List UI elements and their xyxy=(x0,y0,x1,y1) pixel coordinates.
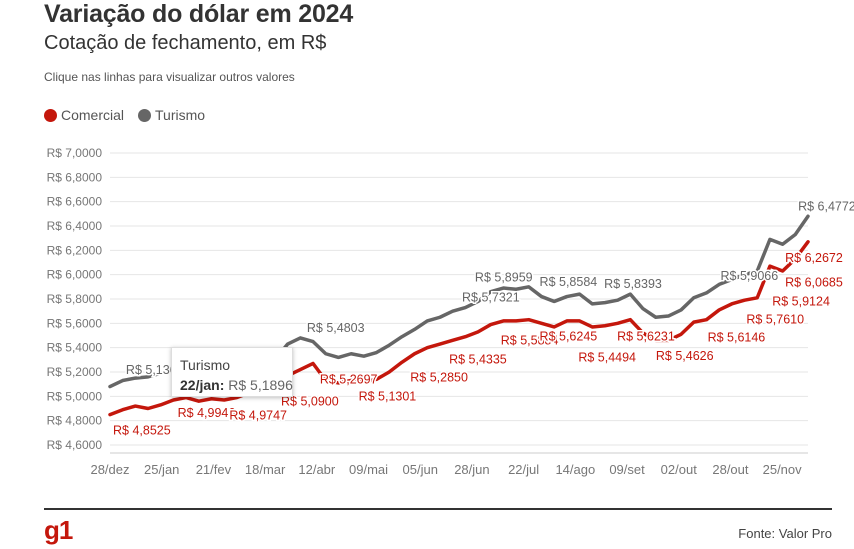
data-label: R$ 5,4803 xyxy=(307,321,365,335)
footer-divider xyxy=(44,508,832,510)
y-tick-label: R$ 6,2000 xyxy=(47,243,103,257)
data-label: R$ 5,9124 xyxy=(772,294,830,308)
y-tick-label: R$ 5,8000 xyxy=(47,292,103,306)
y-tick-label: R$ 4,6000 xyxy=(47,438,103,452)
x-tick-label: 21/fev xyxy=(196,462,232,477)
tooltip-line: 22/jan: R$ 5,1896 xyxy=(180,377,293,393)
data-label: R$ 5,5884 xyxy=(501,334,559,348)
data-label: R$ 4,9747 xyxy=(229,408,287,422)
x-tick-label: 28/dez xyxy=(90,462,129,477)
y-tick-label: R$ 6,8000 xyxy=(47,170,103,184)
data-label: R$ 5,6245 xyxy=(540,329,598,343)
x-tick-label: 09/mai xyxy=(349,462,388,477)
data-label: R$ 5,8393 xyxy=(604,277,662,291)
x-tick-label: 14/ago xyxy=(555,462,595,477)
line-chart: R$ 4,6000 R$ 4,8000 R$ 5,0000 R$ 5,2000 R$ 5… xyxy=(47,146,854,477)
comercial-dot-icon xyxy=(44,108,57,122)
y-tick-label: R$ 6,6000 xyxy=(47,195,103,209)
y-tick-label: R$ 6,0000 xyxy=(47,268,103,282)
y-tick-label: R$ 5,6000 xyxy=(47,316,103,330)
data-label: R$ 6,0685 xyxy=(785,275,843,289)
data-label: R$ 5,7610 xyxy=(746,313,804,327)
g1-logo[interactable]: g1 xyxy=(44,515,73,545)
chart-subtitle: Cotação de fechamento, em R$ xyxy=(44,32,327,54)
source-note: Fonte: Valor Pro xyxy=(738,526,832,541)
data-label: R$ 5,2850 xyxy=(410,371,468,385)
tooltip-date: 22/jan: xyxy=(180,377,225,393)
data-label: R$ 5,6231 xyxy=(617,330,675,344)
data-label: R$ 5,0900 xyxy=(281,394,339,408)
tooltip: Turismo 22/jan: R$ 5,1896 xyxy=(171,347,293,397)
legend-label-turismo: Turismo xyxy=(155,107,206,123)
x-tick-label: 28/out xyxy=(712,462,749,477)
tooltip-title: Turismo xyxy=(180,357,231,373)
data-label: R$ 5,8959 xyxy=(475,270,533,284)
turismo-dot-icon xyxy=(138,108,152,122)
legend: Comercial Turismo xyxy=(44,107,205,123)
y-tick-label: R$ 5,2000 xyxy=(47,365,103,379)
x-tick-label: 25/jan xyxy=(144,462,179,477)
data-label: R$ 5,2697 xyxy=(320,373,378,387)
x-tick-label: 09/set xyxy=(609,462,645,477)
x-tick-label: 05/jun xyxy=(403,462,438,477)
y-tick-label: R$ 5,4000 xyxy=(47,341,103,355)
x-tick-label: 18/mar xyxy=(245,462,286,477)
data-label: R$ 5,9066 xyxy=(721,269,779,283)
data-label: R$ 4,8525 xyxy=(113,423,171,437)
x-tick-label: 28/jun xyxy=(454,462,489,477)
y-tick-label: R$ 5,0000 xyxy=(47,389,103,403)
y-tick-label: R$ 6,4000 xyxy=(47,219,103,233)
y-tick-label: R$ 7,0000 xyxy=(47,146,103,160)
data-label: R$ 5,4494 xyxy=(578,351,636,365)
legend-item-turismo[interactable]: Turismo xyxy=(138,107,205,123)
data-label: R$ 5,4626 xyxy=(656,349,714,363)
series-line-comercial xyxy=(108,240,810,417)
data-label: R$ 4,9946 xyxy=(178,406,236,420)
data-label: R$ 6,4772 xyxy=(798,200,854,214)
tooltip-value: R$ 5,1896 xyxy=(228,377,293,393)
legend-item-comercial[interactable]: Comercial xyxy=(44,107,124,123)
chart-title: Variação do dólar em 2024 xyxy=(44,0,354,28)
legend-label-comercial: Comercial xyxy=(61,107,125,123)
data-label: R$ 5,4335 xyxy=(449,353,507,367)
data-label: R$ 6,2672 xyxy=(785,251,843,265)
data-label: R$ 5,136 xyxy=(126,363,177,377)
data-label: R$ 5,6146 xyxy=(708,331,766,345)
data-label: R$ 5,7321 xyxy=(462,290,520,304)
data-label: R$ 5,8584 xyxy=(540,275,598,289)
x-tick-label: 12/abr xyxy=(298,462,336,477)
y-tick-label: R$ 4,8000 xyxy=(47,414,103,428)
chart-hint: Clique nas linhas para visualizar outros… xyxy=(44,70,295,84)
data-label: R$ 5,1301 xyxy=(359,390,417,404)
x-tick-label: 25/nov xyxy=(763,462,803,477)
x-tick-label: 02/out xyxy=(661,462,698,477)
x-tick-label: 22/jul xyxy=(508,462,539,477)
